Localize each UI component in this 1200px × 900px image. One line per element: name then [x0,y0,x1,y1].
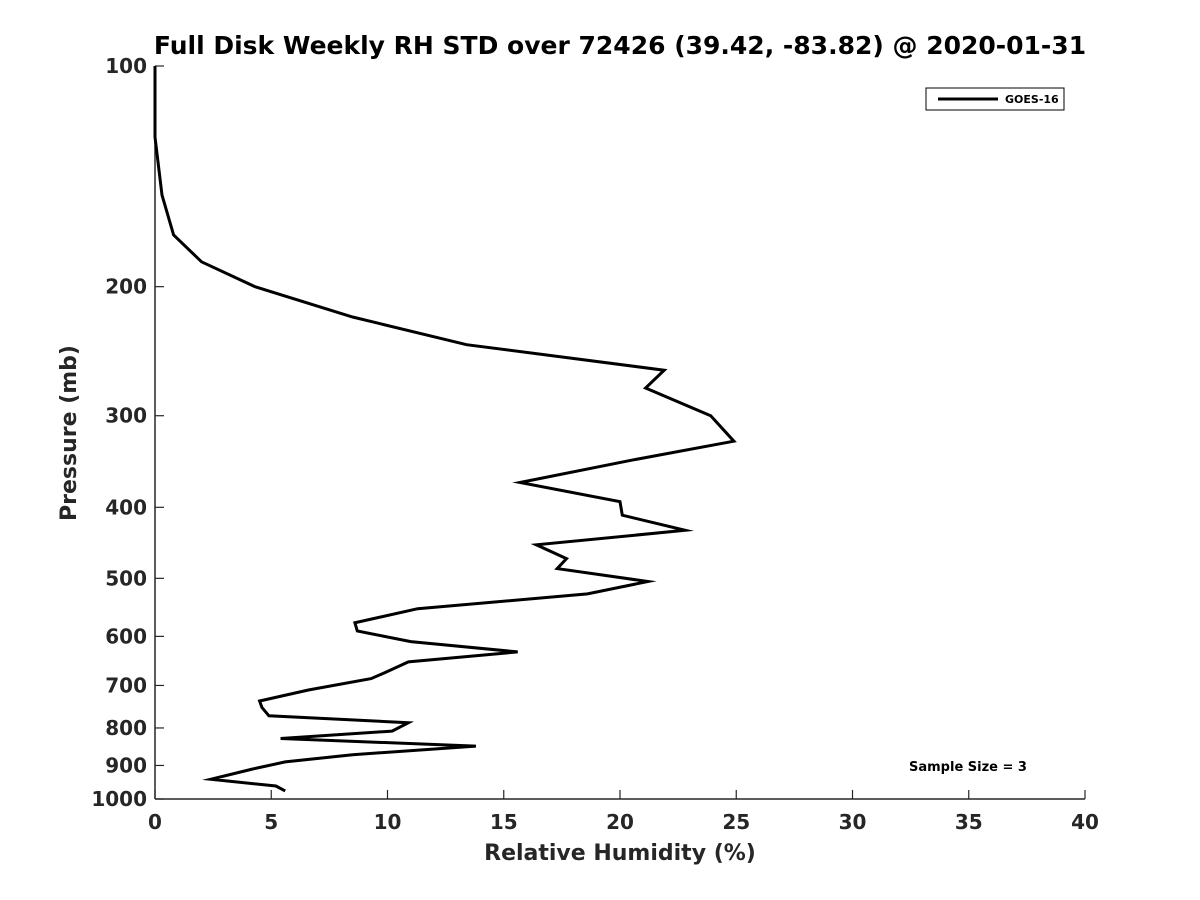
x-tick-label: 30 [839,810,867,834]
x-tick-label: 25 [722,810,750,834]
plot-axes [154,66,1085,800]
x-tick-label: 5 [264,810,278,834]
y-tick-label: 800 [105,716,147,740]
y-tick-label: 300 [105,404,147,428]
y-tick-label: 200 [105,275,147,299]
series-line-goes-16 [153,66,737,793]
x-tick-label: 15 [490,810,518,834]
y-tick-label: 900 [105,753,147,777]
chart-title: Full Disk Weekly RH STD over 72426 (39.4… [154,31,1086,60]
x-tick-label: 10 [374,810,402,834]
legend-entry-goes-16: GOES-16 [1005,93,1059,106]
x-axis-ticks: 0 5 10 15 20 25 30 35 40 [148,790,1099,834]
x-tick-label: 35 [955,810,983,834]
y-axis-ticks: 100 200 300 400 500 600 700 800 900 1000 [91,54,164,811]
sample-size-annotation: Sample Size = 3 [909,760,1027,775]
x-tick-label: 20 [606,810,634,834]
legend: GOES-16 [925,87,1065,111]
series-layer [153,66,737,793]
x-tick-label: 40 [1071,810,1099,834]
x-tick-label: 0 [148,810,162,834]
y-tick-label: 500 [105,566,147,590]
x-axis-label: Relative Humidity (%) [484,841,756,866]
y-tick-label: 700 [105,673,147,697]
y-tick-label: 1000 [91,787,147,811]
y-tick-label: 400 [105,495,147,519]
y-tick-label: 600 [105,624,147,648]
y-tick-label: 100 [105,54,147,78]
y-axis-label: Pressure (mb) [57,345,82,521]
